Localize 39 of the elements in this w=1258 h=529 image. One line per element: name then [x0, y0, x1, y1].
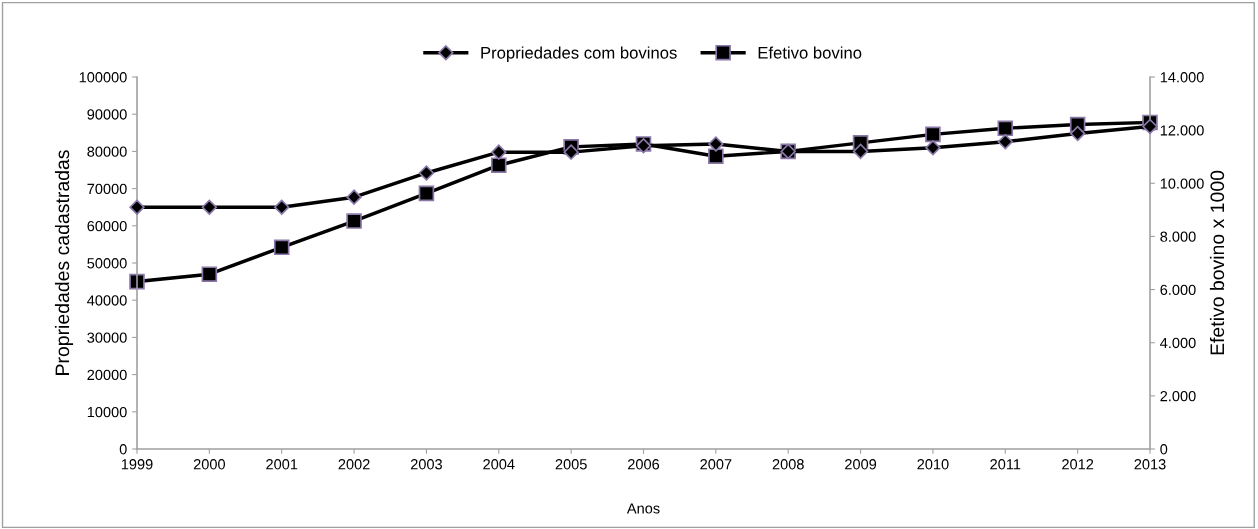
y2-tick-label: 6.000: [1160, 284, 1196, 295]
x-tick-label: 2013: [1134, 459, 1166, 470]
y-tick-label: 60000: [87, 220, 127, 232]
x-tick-label: 2003: [410, 459, 443, 470]
y2-tick-label: 14.000: [1160, 72, 1204, 83]
y2-tick-label: 0: [1160, 444, 1168, 455]
y-tick-label: 70000: [87, 183, 127, 195]
y-tick-label: 50000: [87, 258, 127, 269]
y2-tick-label: 10.000: [1160, 178, 1204, 189]
y-tick-label: 30000: [87, 332, 127, 343]
x-tick-label: 2010: [917, 459, 949, 470]
y2-tick-label: 12.000: [1160, 125, 1204, 136]
y-tick-label: 100000: [79, 72, 127, 83]
y-tick-label: 80000: [87, 146, 127, 157]
x-tick-label: 2012: [1062, 459, 1094, 470]
x-tick-label: 2009: [845, 459, 877, 470]
x-tick-label: 2005: [555, 459, 587, 470]
x-tick-label: 2006: [628, 459, 660, 470]
x-tick-label: 2008: [772, 459, 804, 470]
y-tick-label: 10000: [87, 406, 127, 418]
y2-tick-label: 8.000: [1160, 231, 1196, 242]
legend-label: Efetivo bovino: [758, 46, 862, 59]
legend-label: Propriedades com bovinos: [481, 46, 677, 62]
x-tick-label: 2000: [193, 459, 226, 470]
y-tick-label: 90000: [87, 109, 127, 120]
x-tick-label: 2007: [700, 459, 732, 470]
y-tick-label: 0: [119, 444, 127, 455]
y-tick-label: 40000: [87, 295, 127, 306]
x-tick-label: 1999: [121, 459, 153, 470]
y-axis-title: Propriedades cadastradas: [54, 150, 74, 375]
y2-tick-label: 4.000: [1160, 337, 1196, 349]
x-tick-label: 2002: [338, 459, 370, 470]
x-tick-label: 2004: [483, 459, 515, 470]
y-tick-label: 20000: [87, 369, 127, 381]
y2-tick-label: 2.000: [1160, 390, 1196, 402]
y2-axis-title: Efetivo bovino x 1000: [1209, 170, 1225, 355]
x-tick-label: 2011: [990, 459, 1021, 470]
x-axis-title: Anos: [626, 503, 660, 514]
x-tick-label: 2001: [266, 459, 298, 470]
